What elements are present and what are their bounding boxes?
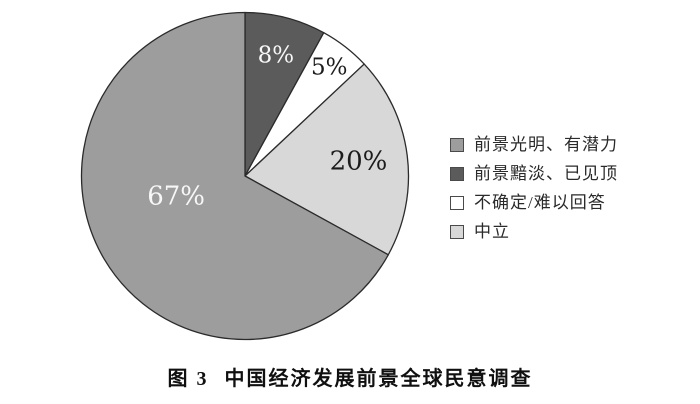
pie-value-label: 20% (330, 147, 388, 177)
legend-swatch-neutral-icon (450, 225, 464, 239)
legend-label: 中立 (474, 222, 510, 241)
legend-item-dim: 前景黯淡、已见顶 (450, 164, 618, 183)
figure-caption: 图 3 中国经济发展前景全球民意调查 (0, 362, 700, 391)
legend-item-bright: 前景光明、有潜力 (450, 135, 618, 154)
legend-label: 不确定/难以回答 (474, 193, 606, 212)
figure-number: 图 3 (167, 368, 209, 390)
legend-swatch-bright-icon (450, 138, 464, 152)
legend-item-neutral: 中立 (450, 222, 618, 241)
legend-item-uncertain: 不确定/难以回答 (450, 193, 618, 212)
legend-label: 前景黯淡、已见顶 (474, 164, 618, 183)
pie-value-label: 5% (311, 55, 348, 81)
legend-swatch-dim-icon (450, 167, 464, 181)
legend-label: 前景光明、有潜力 (474, 135, 618, 154)
figure-title: 中国经济发展前景全球民意调查 (224, 368, 533, 390)
legend: 前景光明、有潜力 前景黯淡、已见顶 不确定/难以回答 中立 (450, 135, 618, 241)
pie-slice-0 (80, 11, 389, 341)
legend-swatch-uncertain-icon (450, 196, 464, 210)
pie-value-label: 67% (147, 182, 205, 212)
pie-slice-3 (244, 63, 410, 256)
pie-value-label: 8% (258, 43, 295, 69)
